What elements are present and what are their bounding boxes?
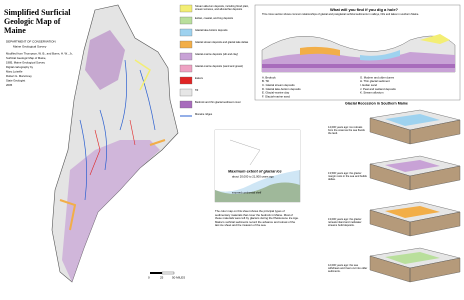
block-side	[369, 163, 461, 191]
block-side	[369, 209, 461, 237]
caption-box: 13,000 years ago: the glacier retreats i…	[328, 218, 362, 227]
caption-box: 13,500 years ago: the glacier margin res…	[328, 172, 367, 181]
text-box: The color map on this sheet shows the pr…	[215, 210, 299, 228]
dig-key: A. Bedrock	[262, 75, 276, 79]
dig-key: B. Till	[262, 79, 269, 83]
ice-subtitle: about 20,000 to 21,000 years ago	[232, 174, 274, 178]
legend-swatch	[179, 88, 193, 97]
credit-line: Digital cartography by	[6, 65, 34, 69]
credit-line: 1985, Maine Geological Survey	[6, 60, 45, 64]
dig-key: I. Eolian sand	[360, 83, 377, 87]
legend-swatch	[179, 64, 193, 73]
legend-swatch	[179, 28, 193, 37]
legend: Stream alluvium deposits, including floo…	[179, 4, 249, 117]
ice-label: exposed continental shelf	[232, 191, 262, 195]
legend-swatch	[179, 40, 193, 49]
recession-caption: 13,500 years ago: the glacier margin res…	[328, 172, 367, 181]
legend-label-box: Eolian, coastal, and bog deposits	[195, 17, 234, 20]
credits: Modified from Thompson, W. B., and Borns…	[6, 51, 73, 87]
dig-key: E. Glacial-marine clay	[262, 91, 290, 95]
scale-label: 50 MILES	[172, 275, 185, 279]
legend-label-box: Glacial-marine deposits (silt and clay)	[195, 53, 239, 56]
legend-label: Glacial-marine deposits (silt and clay)	[195, 53, 239, 56]
block-deposit	[385, 206, 440, 218]
legend-label: Stream alluvium deposits, including floo…	[195, 5, 249, 11]
body-text: The color map on this sheet shows the pr…	[215, 210, 299, 228]
maine-map	[51, 4, 179, 283]
dig-subtitle: This cross section shows common relation…	[262, 13, 419, 16]
legend-label: Glacial lake-bottom deposits	[195, 29, 228, 32]
legend-label: Glacial-marine deposits (sand and gravel…	[195, 65, 244, 68]
block-deposit	[385, 252, 440, 264]
legend-label-box: Glacial lake-bottom deposits	[195, 29, 228, 32]
legend-label: Bedrock and thin glacial sediment cover	[195, 101, 241, 104]
legend-label-box: Moraine ridges	[195, 113, 213, 116]
dig-title: What will you find if you dig a hole?	[330, 7, 399, 12]
legend-label-box: Eskers	[195, 77, 203, 80]
legend-label-box: Glacial-marine deposits (sand and gravel…	[195, 65, 244, 68]
legend-label-box: Stream alluvium deposits, including floo…	[195, 5, 249, 11]
recession-caption: 13,000 years ago: the glacier retreats i…	[328, 218, 362, 227]
dig-key: D. Glacial lake-bottom deposits	[262, 87, 301, 91]
legend-label-box: Till	[195, 89, 199, 92]
recession-caption: 12,000 years ago: the sea withdraws and …	[328, 264, 368, 273]
legend-swatch	[179, 16, 193, 25]
legend-label: Moraine ridges	[195, 113, 213, 116]
block-deposit	[385, 114, 440, 126]
recession-diagrams: 14,000 years ago: ice retreats from the …	[328, 109, 461, 283]
dig-key: C. Glacial stream deposits	[262, 83, 295, 87]
legend-swatch	[179, 4, 193, 13]
legend-label-box: Bedrock and thin glacial sediment cover	[195, 101, 241, 104]
caption-box: 12,000 years ago: the sea withdraws and …	[328, 264, 368, 273]
recession-caption: 14,000 years ago: ice retreats from the …	[328, 126, 365, 135]
credit-line: State Geologist	[6, 78, 25, 82]
ice-title: Maximum extent of glacial ice	[228, 169, 282, 173]
dig-key: J. Peat and wetland deposits	[360, 87, 396, 91]
block-side	[369, 255, 461, 283]
credit-line: Robert G. Marvinney	[6, 74, 32, 78]
dig-sub-box: This cross section shows common relation…	[262, 13, 419, 16]
recession-title: Glacial Recession in Southern Maine	[345, 101, 408, 105]
credit-line: Surficial Geologic Map of Maine,	[6, 56, 46, 60]
scale-bar: 0 25 50 MILES	[148, 271, 185, 279]
scale-label: 0	[148, 275, 150, 279]
legend-label: Eolian, coastal, and bog deposits	[195, 17, 234, 20]
title-box: Simplified Surficial Geologic Map of Mai…	[4, 8, 71, 35]
dig-key: G. Modern and older dunes	[360, 75, 395, 79]
credit-line: Marc Loiselle	[6, 69, 23, 73]
legend-label: Eskers	[195, 77, 203, 80]
caption-box: 14,000 years ago: ice retreats from the …	[328, 126, 365, 135]
department: DEPARTMENT OF CONSERVATION	[6, 39, 56, 43]
legend-swatch	[179, 52, 193, 61]
legend-label-box: Glacial stream deposits and glacial lake…	[195, 41, 249, 44]
legend-label: Glacial stream deposits and glacial lake…	[195, 41, 249, 44]
block-side	[369, 117, 461, 145]
map-title: Simplified Surficial Geologic Map of Mai…	[4, 8, 71, 35]
dig-key: K. Stream alluvium	[360, 91, 384, 95]
legend-swatch	[179, 76, 193, 85]
dig-key: H. Thin glacial sediment	[360, 79, 390, 83]
scale-label: 25	[160, 275, 164, 279]
cross-section	[261, 34, 456, 73]
block-deposit	[385, 160, 440, 172]
credit-line: 2005	[6, 83, 13, 87]
survey: Maine Geological Survey	[13, 44, 47, 48]
credit-line: Modified from Thompson, W. B., and Borns…	[6, 51, 73, 55]
dig-key: F. Glacial-marine sand	[262, 94, 290, 98]
legend-swatch	[179, 100, 193, 109]
ice-map: Maximum extent of glacial ice about 20,0…	[214, 129, 301, 203]
legend-label: Till	[195, 89, 199, 92]
